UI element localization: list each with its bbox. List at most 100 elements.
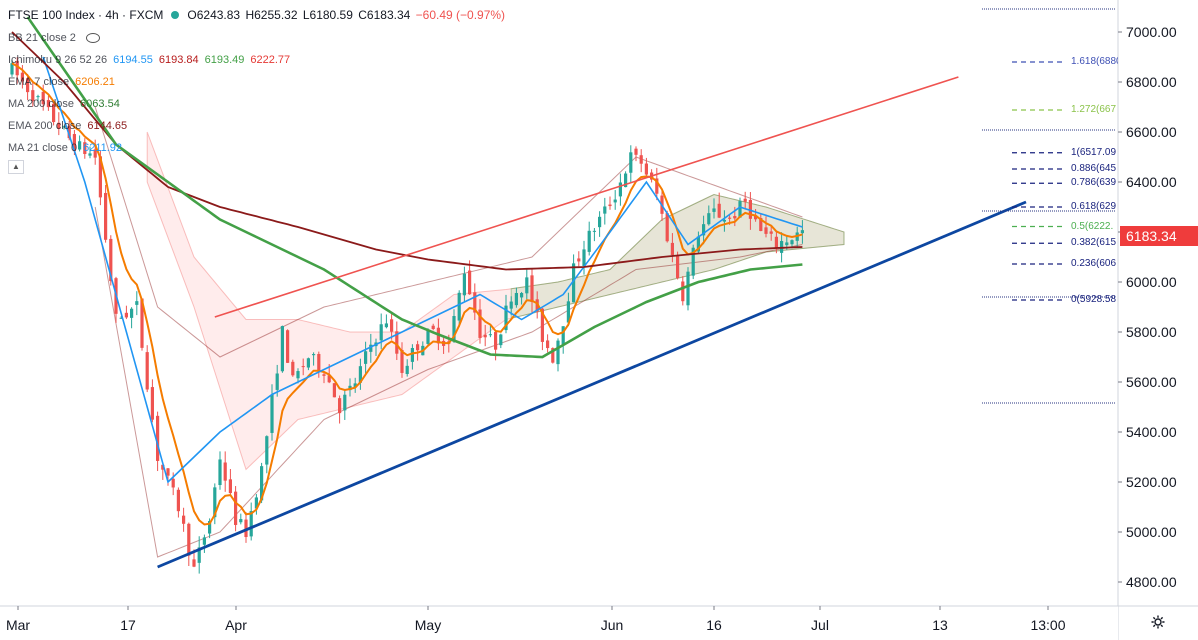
candle	[166, 468, 170, 476]
y-tick-label: 5800.00	[1126, 324, 1177, 340]
candle	[239, 519, 243, 523]
candle	[608, 204, 612, 207]
last-price-label: 6183.34	[1126, 228, 1177, 245]
candle	[540, 308, 544, 342]
indicator-row[interactable]: Ichimoku 9 26 52 26 6194.55 6193.84 6193.49…	[8, 49, 296, 71]
candle	[280, 326, 284, 372]
candle	[176, 489, 180, 512]
candle	[520, 293, 524, 298]
candle	[613, 199, 617, 203]
indicator-value: 6063.54	[80, 98, 120, 110]
collapse-legend-button[interactable]: ▲	[8, 160, 24, 174]
candle	[530, 275, 534, 303]
candle	[62, 126, 66, 128]
market-status-dot	[171, 11, 180, 19]
indicator-row[interactable]: EMA 7 close 6206.21	[8, 71, 296, 93]
change-value: −60.49 (−0.97%)	[415, 8, 506, 22]
candle	[244, 519, 248, 538]
ma21-line	[42, 56, 803, 484]
last-price-tag: 6183.34	[1120, 226, 1198, 247]
candle	[52, 103, 56, 123]
candle	[452, 315, 456, 342]
y-tick-label: 6400.00	[1126, 174, 1177, 190]
candle	[343, 394, 347, 411]
candle	[301, 366, 305, 368]
x-tick-label: 17	[120, 617, 136, 633]
x-tick-label: Jul	[811, 617, 829, 633]
candle	[624, 173, 628, 188]
candle	[67, 125, 71, 139]
candle	[119, 317, 123, 319]
candle	[291, 361, 295, 376]
candle	[332, 383, 336, 398]
candle	[228, 479, 232, 494]
candle	[790, 240, 794, 245]
candle	[270, 394, 274, 433]
price-axis-panel	[1118, 0, 1198, 640]
candle	[514, 292, 518, 306]
candle	[509, 301, 513, 309]
symbol-title[interactable]: FTSE 100 Index · 4h · FXCM	[8, 8, 164, 22]
indicator-value: 6211.92	[83, 142, 123, 154]
indicator-row[interactable]: MA 21 close 0 6211.92	[8, 137, 296, 159]
candle	[140, 298, 144, 348]
gear-icon[interactable]	[1150, 614, 1166, 630]
candle	[764, 227, 768, 234]
candle	[223, 462, 227, 481]
candle	[327, 375, 331, 383]
low-value: L6180.59	[302, 8, 353, 22]
bollinger-lower-line	[94, 206, 803, 558]
candle	[317, 353, 321, 372]
candle	[717, 203, 721, 218]
x-tick-label: Jun	[601, 617, 624, 633]
candle	[192, 559, 196, 567]
candle	[20, 72, 24, 82]
candle	[728, 217, 732, 219]
candle	[31, 90, 35, 102]
candle	[546, 340, 550, 349]
indicator-row[interactable]: BB 21 close 2	[8, 27, 296, 49]
ohlc-readout: O6243.83 H6255.32 L6180.59 C6183.34 −60.…	[187, 8, 507, 22]
candle	[83, 142, 87, 154]
indicator-value: 6193.49	[204, 54, 245, 66]
open-value: O6243.83	[187, 8, 241, 22]
candle	[769, 231, 773, 234]
candle	[587, 230, 591, 252]
candle	[78, 141, 82, 150]
ma200-line	[26, 16, 803, 359]
candle	[286, 330, 290, 363]
candle	[124, 312, 128, 318]
candle	[618, 182, 622, 197]
indicator-row[interactable]: EMA 200 close 6144.65	[8, 115, 296, 137]
indicator-row[interactable]: MA 200 close 6063.54	[8, 93, 296, 115]
candle	[405, 365, 409, 374]
fib-level-label: 0.382(615	[1071, 237, 1117, 249]
candle	[785, 242, 789, 246]
indicator-name: Ichimoku 9 26 52 26	[8, 54, 108, 66]
candle	[348, 385, 352, 391]
candle	[171, 478, 175, 488]
x-tick-label: Mar	[6, 617, 30, 633]
x-tick-label: 13:00	[1030, 617, 1065, 633]
candle	[702, 224, 706, 236]
candle	[525, 277, 529, 294]
y-tick-label: 7000.00	[1126, 24, 1177, 40]
candle	[306, 358, 310, 368]
candle	[338, 398, 342, 414]
candle	[358, 366, 362, 383]
candle	[655, 178, 659, 194]
candle	[254, 497, 258, 509]
y-tick-label: 4800.00	[1126, 574, 1177, 590]
fib-level-label: 0.618(629	[1071, 201, 1117, 212]
candle	[395, 331, 399, 354]
candle	[572, 263, 576, 303]
y-tick-label: 6000.00	[1126, 274, 1177, 290]
indicator-name: MA 21 close 0	[8, 142, 78, 154]
candle	[670, 242, 674, 255]
candle	[478, 309, 482, 338]
candle	[426, 330, 430, 344]
eye-hidden-icon[interactable]	[85, 33, 100, 43]
